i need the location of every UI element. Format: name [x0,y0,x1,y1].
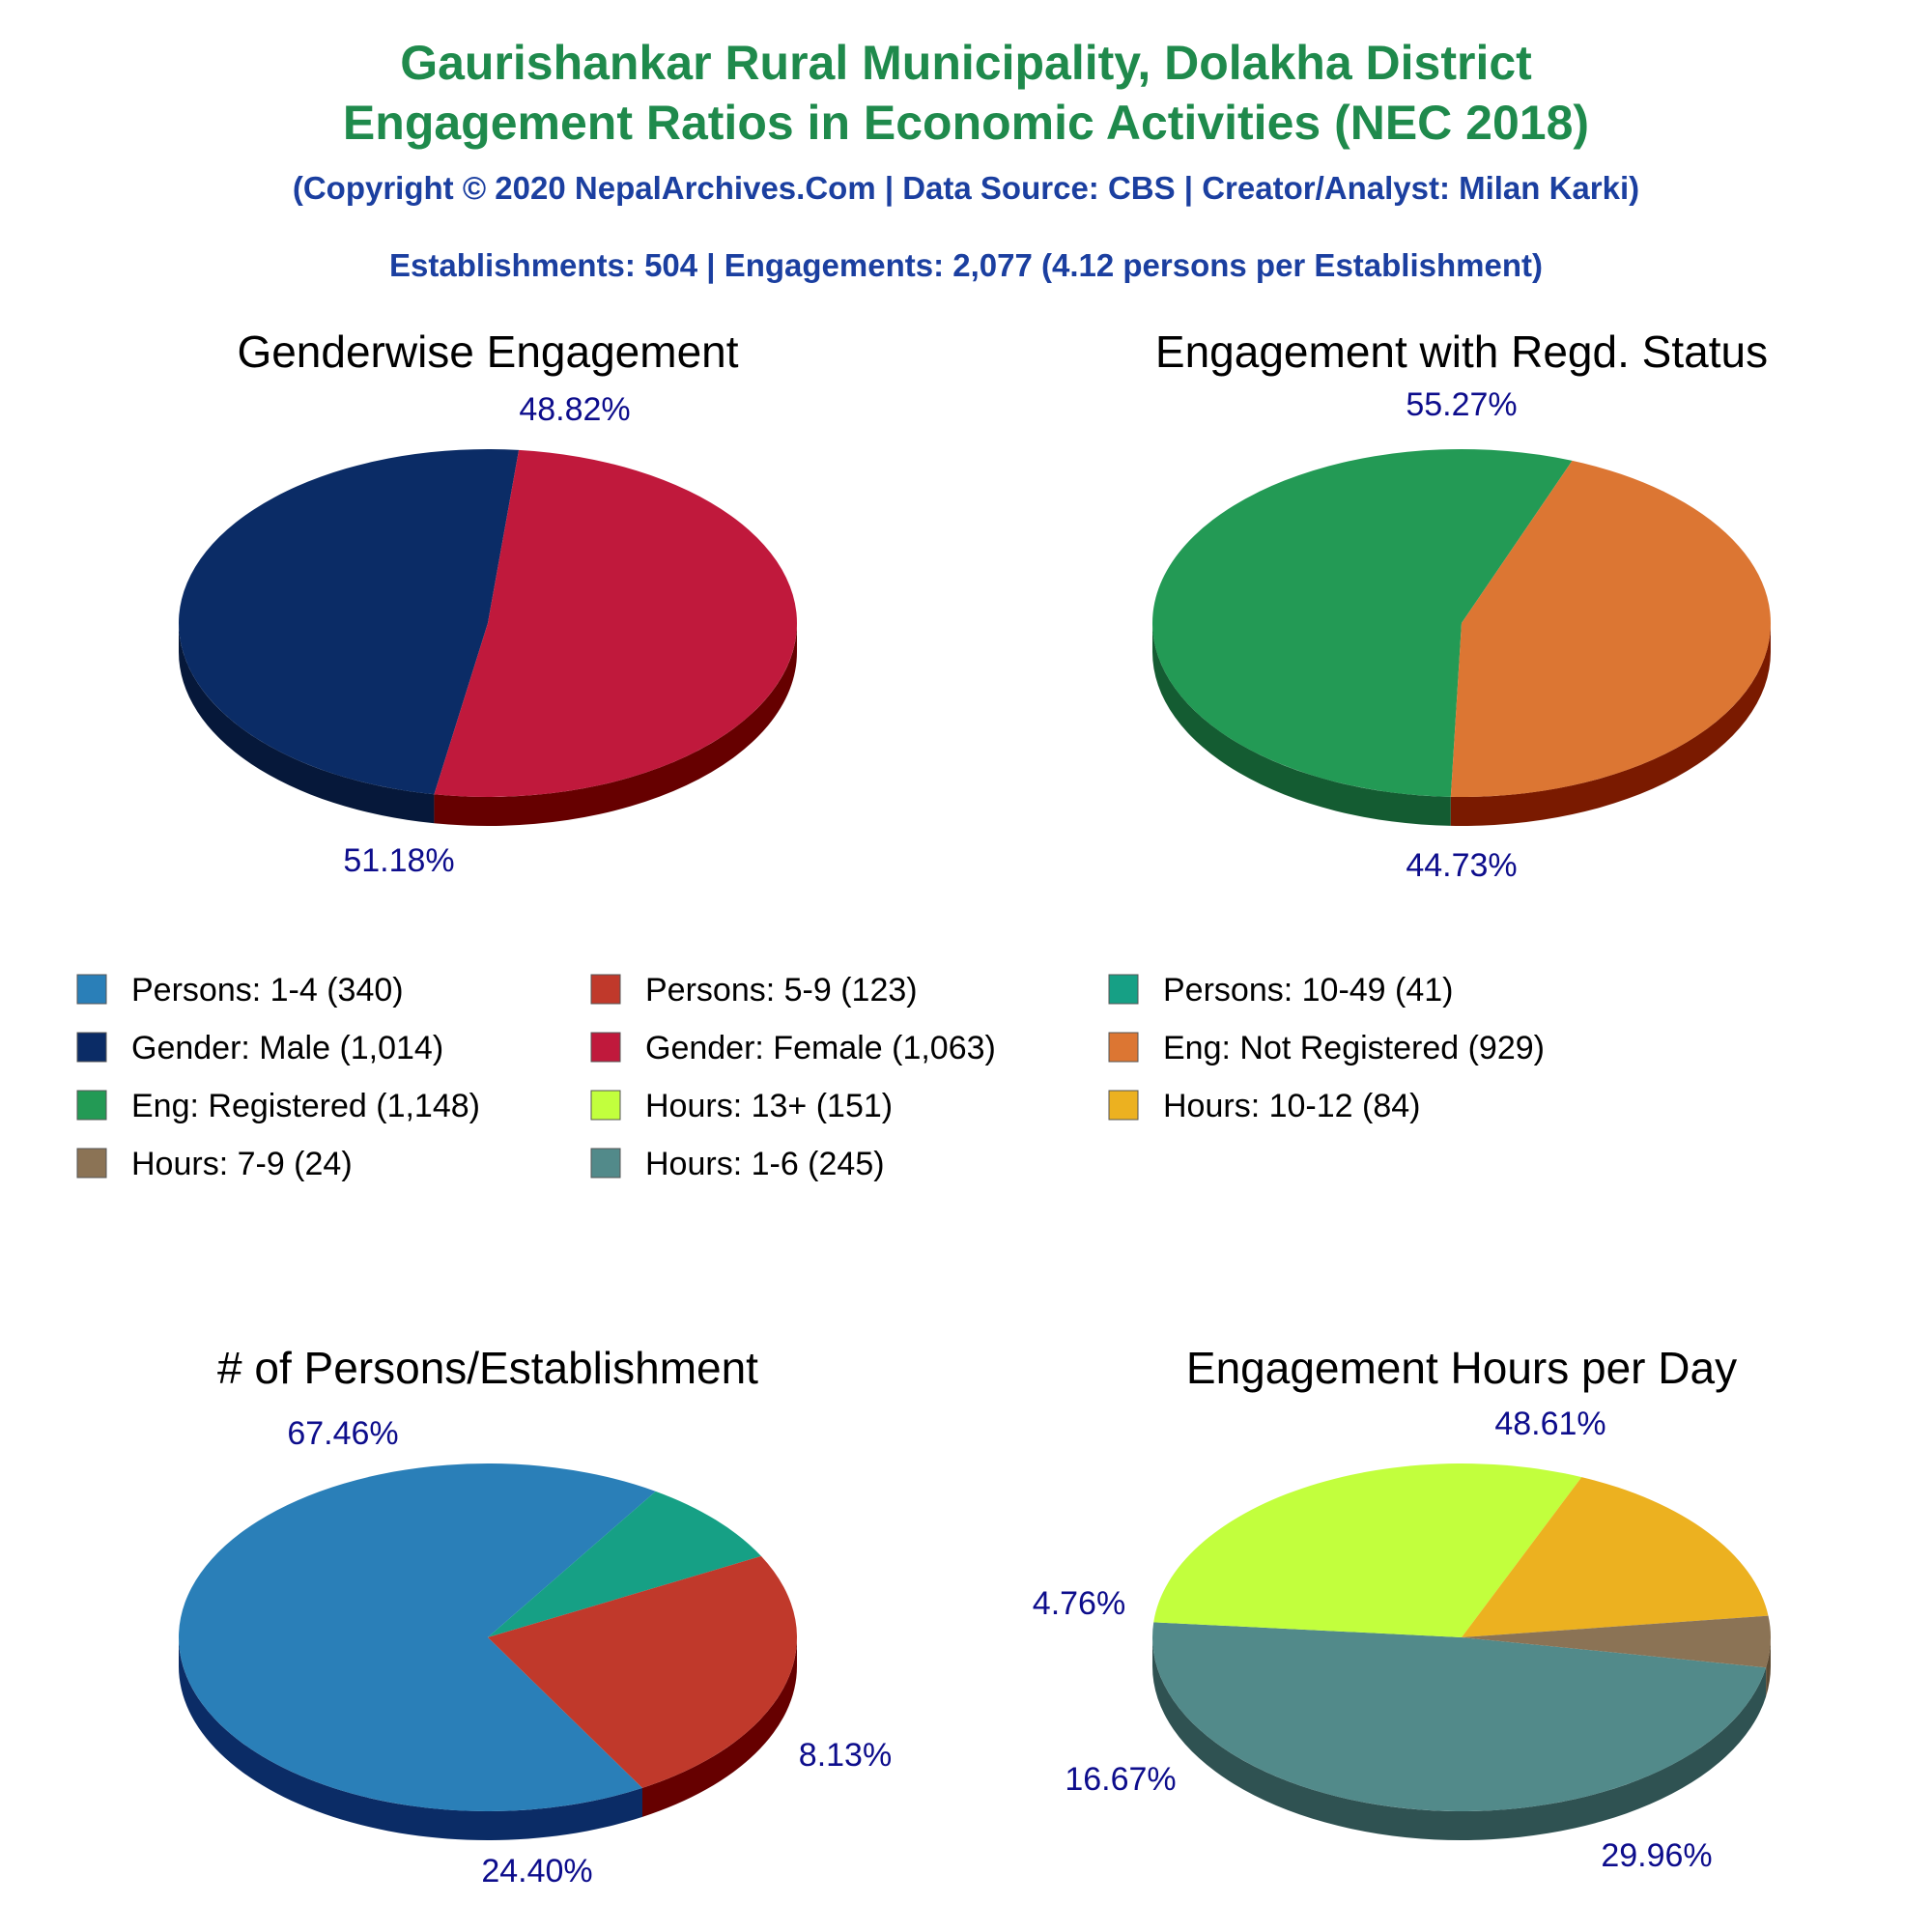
legend-swatch [76,1090,107,1121]
pie-side-gender-male [179,623,435,824]
chart-title-line1: Gaurishankar Rural Municipality, Dolakha… [400,36,1532,90]
pie-label-gender-male: 48.82% [519,391,630,428]
legend-label: Gender: Male (1,014) [131,1030,443,1066]
copyright-note: (Copyright © 2020 NepalArchives.Com | Da… [292,170,1640,206]
pie-label-hours-10-12: 16.67% [1065,1761,1176,1798]
legend-swatch [1108,974,1139,1005]
legend-item-hours-10-12-84: Hours: 10-12 (84) [1108,1088,1420,1124]
pie-label-hours-7-9: 4.76% [1033,1585,1125,1622]
legend-label: Eng: Registered (1,148) [131,1088,480,1124]
legend-swatch [76,974,107,1005]
legend-swatch [1108,1090,1139,1121]
legend-swatch [76,1148,107,1179]
pie-side-persons-5-9 [642,1637,797,1817]
legend-item-gender-female-1-063: Gender: Female (1,063) [590,1030,996,1066]
pie-slice-gender-female [434,449,798,798]
pie-label-gender-female: 51.18% [343,842,454,879]
pie-label-hours-1-6: 48.61% [1494,1406,1605,1442]
legend-swatch [1108,1032,1139,1063]
pie-title: Engagement Hours per Day [1186,1343,1737,1393]
pie-chart-engagement-hours-per-day: Engagement Hours per Day 48.61% 29.96% 16.6… [1033,1343,1771,1874]
pie-slice-persons-10-49 [488,1491,761,1637]
legend-label: Hours: 7-9 (24) [131,1146,353,1182]
pie-label-persons-1-4: 67.46% [287,1415,398,1452]
legend-swatch [590,1032,621,1063]
pie-side-eng-registered [1152,623,1451,826]
legend-item-persons-5-9-123: Persons: 5-9 (123) [590,972,918,1009]
legend-label: Hours: 13+ (151) [645,1088,893,1124]
pie-label-persons-10-49: 8.13% [799,1737,892,1774]
legend-label: Hours: 1-6 (245) [645,1146,885,1182]
legend-item-hours-7-9-24: Hours: 7-9 (24) [76,1146,353,1182]
legend-label: Persons: 10-49 (41) [1163,972,1454,1009]
pie-slice-eng-not-registered [1450,460,1772,797]
pie-title: Engagement with Regd. Status [1155,327,1768,377]
legend-swatch [590,1090,621,1121]
legend-swatch [76,1032,107,1063]
pie-slice-eng-registered [1152,449,1573,797]
summary-line: Establishments: 504 | Engagements: 2,077… [389,247,1543,283]
pie-side-hours-1-6 [1152,1637,1767,1840]
pie-label-eng-not-registered: 44.73% [1406,847,1517,884]
pie-chart-genderwise-engagement: Genderwise Engagement 48.82% 51.18% [179,327,798,879]
legend-item-eng-registered-1-148: Eng: Registered (1,148) [76,1088,480,1124]
pie-side-hours-7-9 [1766,1637,1771,1697]
pie-label-hours-13: 29.96% [1601,1837,1712,1874]
pie-chart-of-persons-establishment: # of Persons/Establishment 67.46% 8.13% 24.… [178,1343,892,1889]
pie-side-persons-1-4 [179,1637,642,1840]
chart-title-line2: Engagement Ratios in Economic Activities… [342,96,1590,150]
legend-item-hours-1-6-245: Hours: 1-6 (245) [590,1146,885,1182]
legend-item-persons-10-49-41: Persons: 10-49 (41) [1108,972,1454,1009]
legend-item-persons-1-4-340: Persons: 1-4 (340) [76,972,404,1009]
pie-slice-hours-13 [1153,1463,1582,1637]
legend-label: Gender: Female (1,063) [645,1030,996,1066]
pie-slice-gender-male [179,449,520,795]
legend: Persons: 1-4 (340) Persons: 5-9 (123) Pers… [76,972,1545,1182]
pie-side-eng-not-registered [1450,623,1771,826]
legend-label: Persons: 1-4 (340) [131,972,404,1009]
pie-slice-persons-5-9 [488,1555,797,1788]
pie-slice-hours-7-9 [1462,1615,1771,1668]
pie-chart-engagement-with-regd-status: Engagement with Regd. Status 55.27% 44.73% [1152,327,1772,884]
pie-label-eng-registered: 55.27% [1406,386,1517,423]
pie-side-gender-female [434,623,797,826]
legend-item-eng-not-registered-929: Eng: Not Registered (929) [1108,1030,1545,1066]
pie-title: # of Persons/Establishment [217,1343,758,1393]
legend-item-hours-13-151: Hours: 13+ (151) [590,1088,893,1124]
pie-slice-hours-1-6 [1152,1622,1767,1811]
pie-label-persons-5-9: 24.40% [481,1853,592,1889]
pie-slice-persons-1-4 [178,1463,656,1811]
legend-item-gender-male-1-014: Gender: Male (1,014) [76,1030,443,1066]
legend-swatch [590,1148,621,1179]
pie-slice-hours-10-12 [1462,1477,1769,1637]
pie-title: Genderwise Engagement [237,327,738,377]
legend-label: Eng: Not Registered (929) [1163,1030,1545,1066]
legend-swatch [590,974,621,1005]
legend-label: Hours: 10-12 (84) [1163,1088,1420,1124]
legend-label: Persons: 5-9 (123) [645,972,918,1009]
